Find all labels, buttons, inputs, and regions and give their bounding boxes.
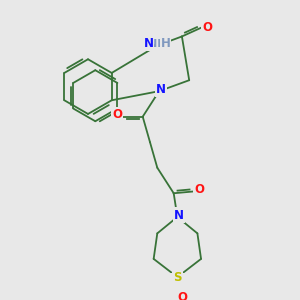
Text: N: N xyxy=(144,37,154,50)
Text: H: H xyxy=(161,37,171,50)
Text: O: O xyxy=(178,291,188,300)
Text: O: O xyxy=(112,108,122,122)
Text: O: O xyxy=(194,183,204,196)
Text: N: N xyxy=(174,208,184,222)
Text: O: O xyxy=(202,21,212,34)
Text: NH: NH xyxy=(148,39,167,49)
Text: S: S xyxy=(173,271,182,284)
Text: N: N xyxy=(156,83,166,96)
